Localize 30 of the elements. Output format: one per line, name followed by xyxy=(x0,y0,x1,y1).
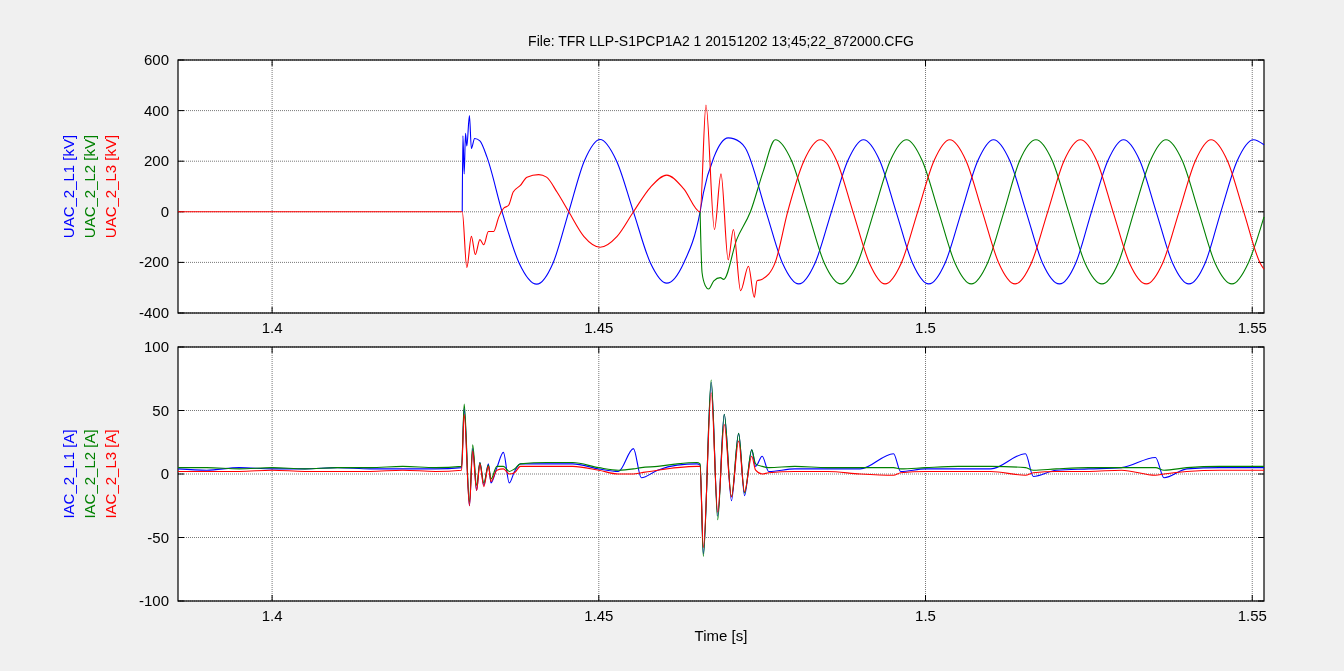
line-series xyxy=(461,115,1265,285)
text: UAC_2_L1 [kV] xyxy=(60,134,77,239)
y-tick-label: 400 xyxy=(143,101,169,119)
line-series xyxy=(699,139,1265,290)
y-tick-label: 100 xyxy=(143,338,169,355)
x-tick-label: 1.45 xyxy=(584,607,614,624)
y-tick-label: -50 xyxy=(147,528,169,546)
text: IAC_2_L2 [A] xyxy=(81,429,98,519)
y-tick-label: 0 xyxy=(160,465,169,482)
x-tick-label: 1.5 xyxy=(915,607,936,624)
y-tick-label: 200 xyxy=(143,152,169,170)
chart-title: File: TFR LLP-S1PCP1A2 1 20151202 13;45;22_872000.CFG xyxy=(528,33,914,49)
y-tick-label: -400 xyxy=(138,304,169,321)
text: UAC_2_L3 [kV] xyxy=(102,134,119,239)
x-tick-label: 1.4 xyxy=(261,319,283,336)
text: IAC_2_L1 [A] xyxy=(60,429,77,519)
x-tick-label: 1.45 xyxy=(584,319,614,336)
line-series xyxy=(177,104,1265,298)
x-axis-title: Time [s] xyxy=(694,627,748,644)
text: UAC_2_L2 [kV] xyxy=(81,134,98,239)
x-tick-label: 1.4 xyxy=(261,607,283,624)
y-tick-label: -200 xyxy=(138,253,169,271)
x-tick-label: 1.5 xyxy=(915,319,936,336)
y-tick-label: -100 xyxy=(138,592,169,609)
y-tick-label: 0 xyxy=(160,202,169,220)
y-tick-label: 50 xyxy=(152,401,169,419)
y-tick-label: 600 xyxy=(143,51,169,68)
x-tick-label: 1.55 xyxy=(1237,319,1267,336)
x-tick-label: 1.55 xyxy=(1237,607,1267,624)
text: IAC_2_L3 [A] xyxy=(102,429,119,519)
